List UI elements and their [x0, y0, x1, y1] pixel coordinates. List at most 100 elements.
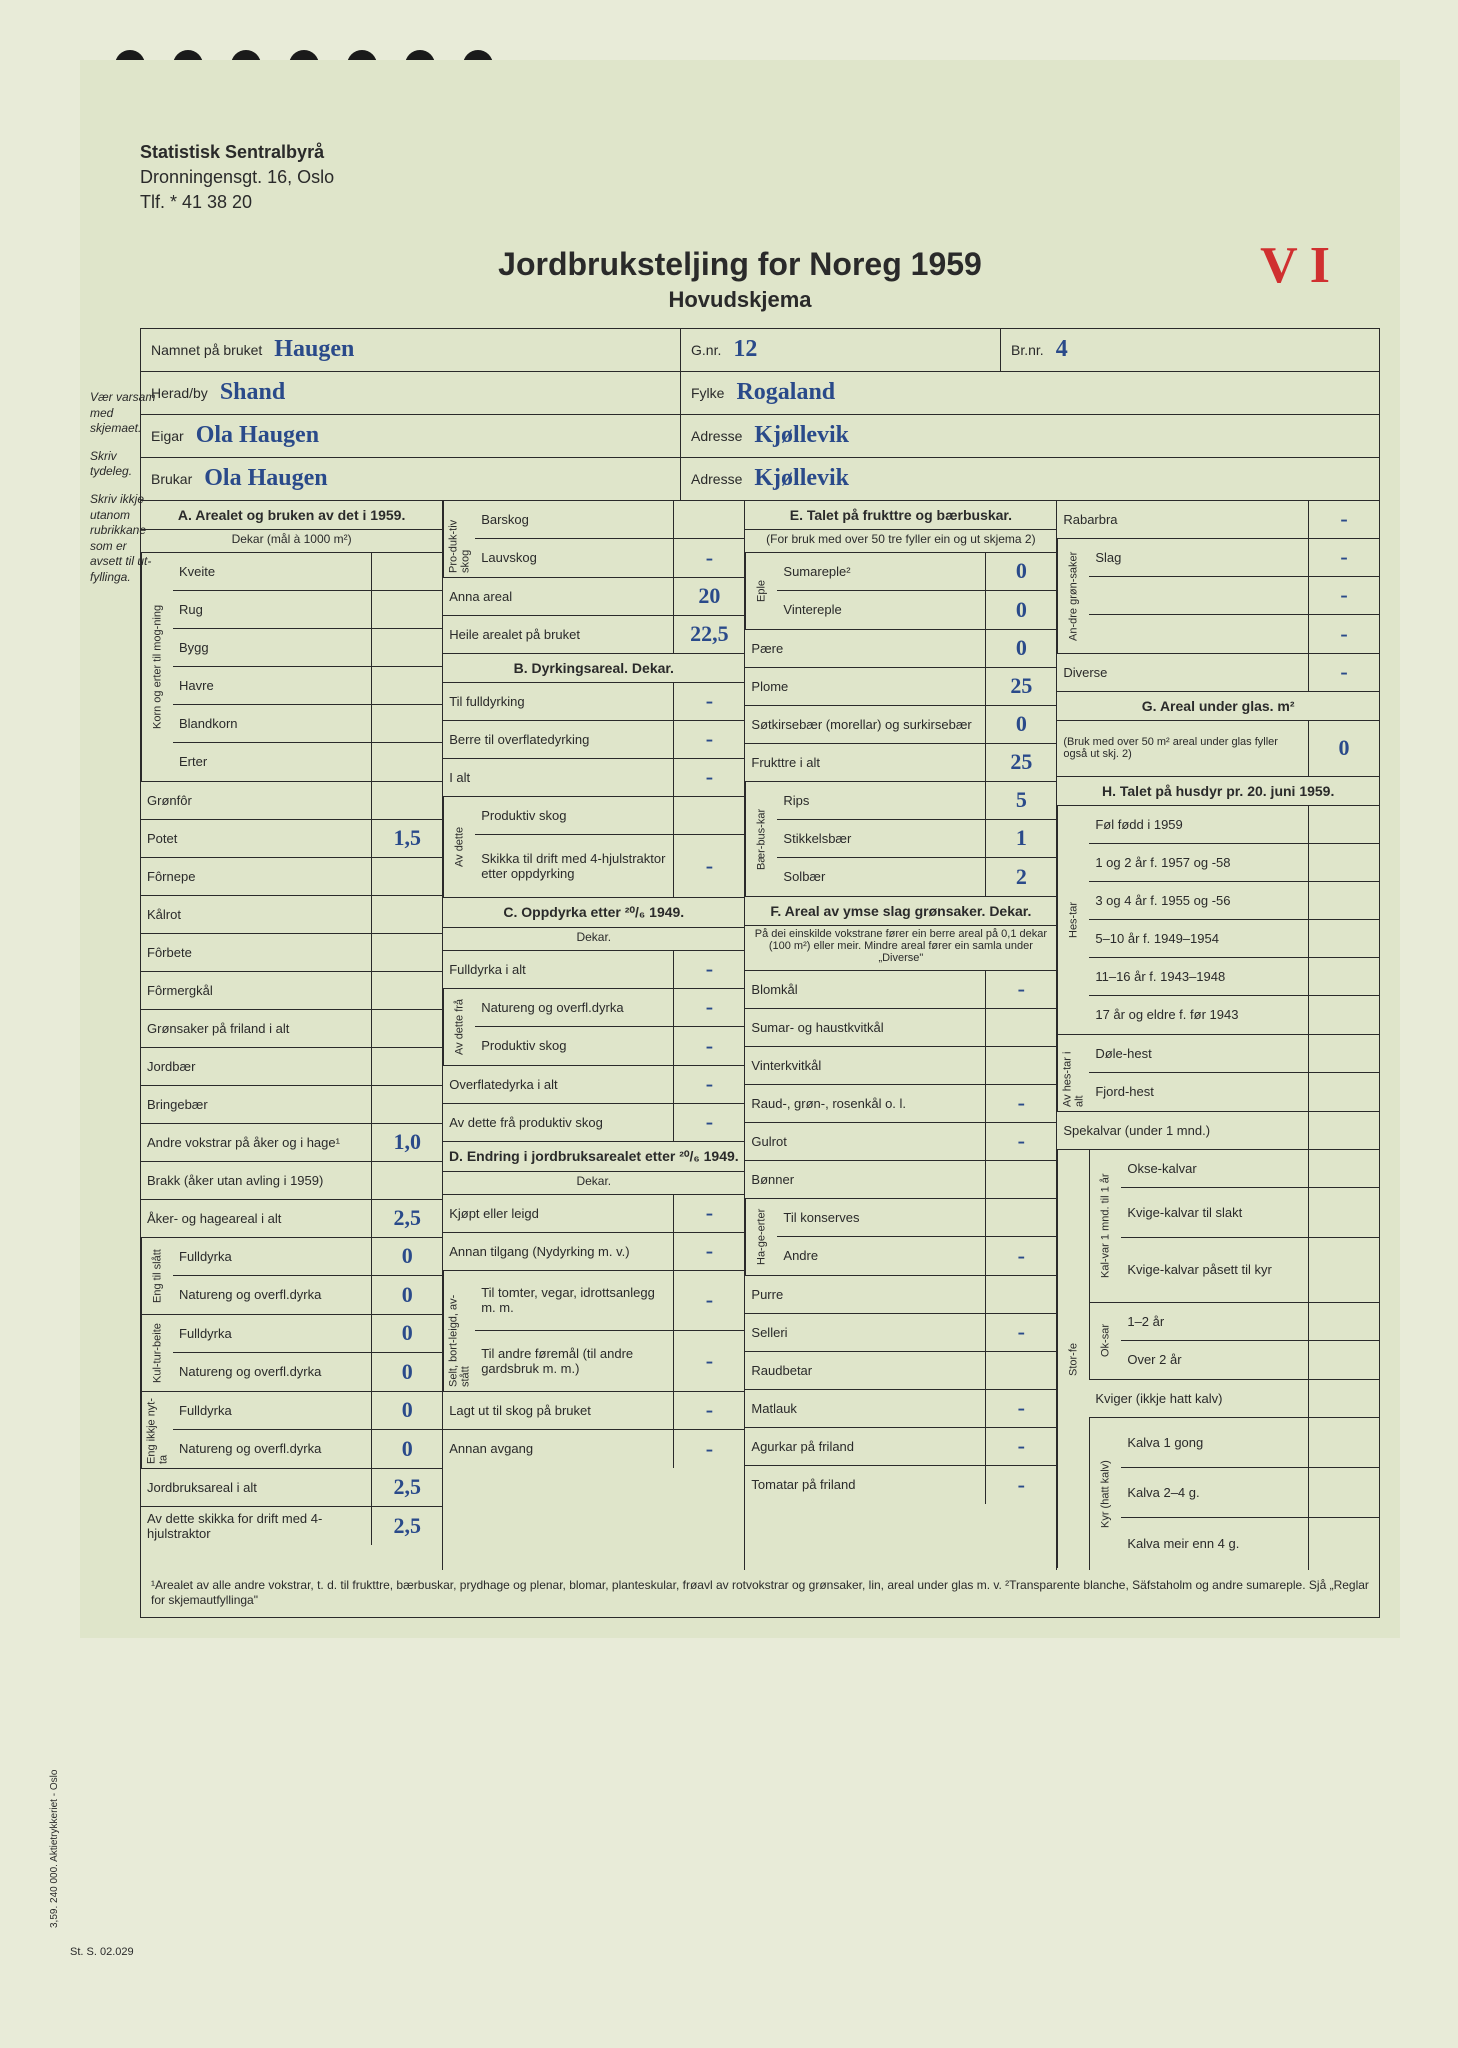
slag-value: -	[1309, 539, 1379, 576]
c-fulld-value: -	[674, 951, 744, 988]
g-value: 0	[1309, 721, 1379, 776]
d-kjopt-value: -	[674, 1195, 744, 1232]
diverse-value: -	[1309, 654, 1379, 691]
eigar-adr-value: Kjøllevik	[754, 422, 849, 449]
diverse-label: Diverse	[1057, 654, 1309, 691]
jordbaer-value	[372, 1048, 442, 1085]
c-prodskog-label: Produktiv skog	[475, 1027, 674, 1065]
barskog-value	[674, 501, 744, 538]
ar1116-value	[1309, 958, 1379, 995]
id-row-2: Herad/by Shand Fylke Rogaland	[141, 372, 1379, 415]
b-fulldyrk-label: Til fulldyrking	[443, 683, 674, 720]
engslatt-sidelabel: Eng til slått	[141, 1238, 173, 1314]
kviger-label: Kviger (ikkje hatt kalv)	[1089, 1380, 1309, 1417]
gronfor-label: Grønfôr	[141, 782, 372, 819]
lauvskog-label: Lauvskog	[475, 539, 674, 577]
ar510-value	[1309, 920, 1379, 957]
section-b-col: Pro-duk-tiv skog Barskog Lauvskog- Anna …	[443, 501, 745, 1570]
blomkal-label: Blomkål	[745, 971, 986, 1008]
heile-label: Heile arealet på bruket	[443, 616, 674, 653]
g-sub: (Bruk med over 50 m² areal under glas fy…	[1057, 721, 1309, 776]
brakk-value	[372, 1162, 442, 1199]
akerhage-value: 2,5	[372, 1200, 442, 1237]
margin-note-2: Skriv tydeleg.	[90, 449, 160, 480]
paere-label: Pære	[745, 630, 986, 667]
f-vinter-value	[986, 1047, 1056, 1084]
f-andre-label: Andre	[777, 1237, 986, 1275]
brukar-adr-label: Adresse	[691, 471, 742, 487]
c-overfl-value: -	[674, 1066, 744, 1103]
vintereple-value: 0	[986, 591, 1056, 629]
kalva1-value	[1309, 1418, 1379, 1467]
engikkje-full-label: Fulldyrka	[173, 1392, 372, 1429]
org-addr: Dronningensgt. 16, Oslo	[140, 165, 1380, 190]
hestar-sidelabel: Hes-tar	[1057, 806, 1089, 1034]
engslatt-full-label: Fulldyrka	[173, 1238, 372, 1275]
kultur-full-label: Fulldyrka	[173, 1315, 372, 1352]
g-head: G. Areal under glas. m²	[1057, 692, 1379, 721]
fol-value	[1309, 806, 1379, 843]
potet-label: Potet	[141, 820, 372, 857]
rips-label: Rips	[777, 782, 986, 819]
org-name: Statistisk Sentralbyrå	[140, 140, 1380, 165]
ar17-label: 17 år og eldre f. før 1943	[1089, 996, 1309, 1034]
purre-value	[986, 1276, 1056, 1313]
d-tomter-label: Til tomter, vegar, idrottsanlegg m. m.	[475, 1271, 674, 1330]
id-row-1: Namnet på bruket Haugen G.nr. 12 Br.nr. …	[141, 329, 1379, 372]
kultur-full-value: 0	[372, 1315, 442, 1352]
kultur-nat-value: 0	[372, 1353, 442, 1391]
ar12-label: 1 og 2 år f. 1957 og -58	[1089, 844, 1309, 881]
engslatt-nat-value: 0	[372, 1276, 442, 1314]
c-avprod-value: -	[674, 1104, 744, 1141]
sotkirse-value: 0	[986, 706, 1056, 743]
ok2-label: Over 2 år	[1121, 1341, 1309, 1379]
ok12-value	[1309, 1303, 1379, 1340]
kvige-label: Kvige-kalvar til slakt	[1121, 1188, 1309, 1237]
b-ialt-value: -	[674, 759, 744, 796]
prodskog-sidelabel: Pro-duk-tiv skog	[443, 501, 475, 577]
havre-label: Havre	[173, 667, 372, 704]
section-right-col: Rabarbra- An-dre grøn-saker Slag- - - Di…	[1057, 501, 1379, 1570]
spekalvar-label: Spekalvar (under 1 mnd.)	[1057, 1112, 1309, 1149]
kalva1-label: Kalva 1 gong	[1121, 1418, 1309, 1467]
h-head: H. Talet på husdyr pr. 20. juni 1959.	[1057, 777, 1379, 806]
d-selt-sidelabel: Selt, bort-leigd, av-stått	[443, 1271, 475, 1391]
c-prodskog-value: -	[674, 1027, 744, 1065]
rabarbra-label: Rabarbra	[1057, 501, 1309, 538]
kvige-value	[1309, 1188, 1379, 1237]
baer-sidelabel: Bær-bus-kar	[745, 782, 777, 896]
ar34-value	[1309, 882, 1379, 919]
agurkar-value: -	[986, 1428, 1056, 1465]
gronfriland-label: Grønsaker på friland i alt	[141, 1010, 372, 1047]
tomatar-label: Tomatar på friland	[745, 1466, 986, 1504]
c-natureng-value: -	[674, 989, 744, 1026]
sumareple-value: 0	[986, 553, 1056, 590]
d-tomter-value: -	[674, 1271, 744, 1330]
okse-value	[1309, 1150, 1379, 1187]
e-sub: (For bruk med over 50 tre fyller ein og …	[745, 530, 1056, 553]
c-fulld-label: Fulldyrka i alt	[443, 951, 674, 988]
b-skikka4-value: -	[674, 835, 744, 897]
c-head: C. Oppdyrka etter ²⁰/₆ 1949.	[443, 898, 744, 928]
slag2-label	[1089, 577, 1309, 614]
d-kjopt-label: Kjøpt eller leigd	[443, 1195, 674, 1232]
engslatt-full-value: 0	[372, 1238, 442, 1275]
gulrot-value: -	[986, 1123, 1056, 1160]
brakk-label: Brakk (åker utan avling i 1959)	[141, 1162, 372, 1199]
engikkje-sidelabel: Eng ikkje nyt-ta	[141, 1392, 173, 1468]
frukt-label: Frukttre i alt	[745, 744, 986, 781]
id-row-4: Brukar Ola Haugen Adresse Kjøllevik	[141, 458, 1379, 501]
form-subtitle: Hovudskjema	[100, 287, 1380, 313]
kalva24-label: Kalva 2–4 g.	[1121, 1468, 1309, 1517]
kviger-value	[1309, 1380, 1379, 1417]
erter-value	[372, 743, 442, 781]
f-sub: På dei einskilde vokstrane fører ein ber…	[745, 926, 1056, 971]
slag-label: Slag	[1089, 539, 1309, 576]
letterhead: Statistisk Sentralbyrå Dronningensgt. 16…	[140, 140, 1380, 216]
matlauk-label: Matlauk	[745, 1390, 986, 1427]
c-avfra-sidelabel: Av dette frå	[443, 989, 475, 1065]
f-vinter-label: Vinterkvitkål	[745, 1047, 986, 1084]
e-head: E. Talet på frukttre og bærbuskar.	[745, 501, 1056, 530]
blandkorn-label: Blandkorn	[173, 705, 372, 742]
gronfor-value	[372, 782, 442, 819]
